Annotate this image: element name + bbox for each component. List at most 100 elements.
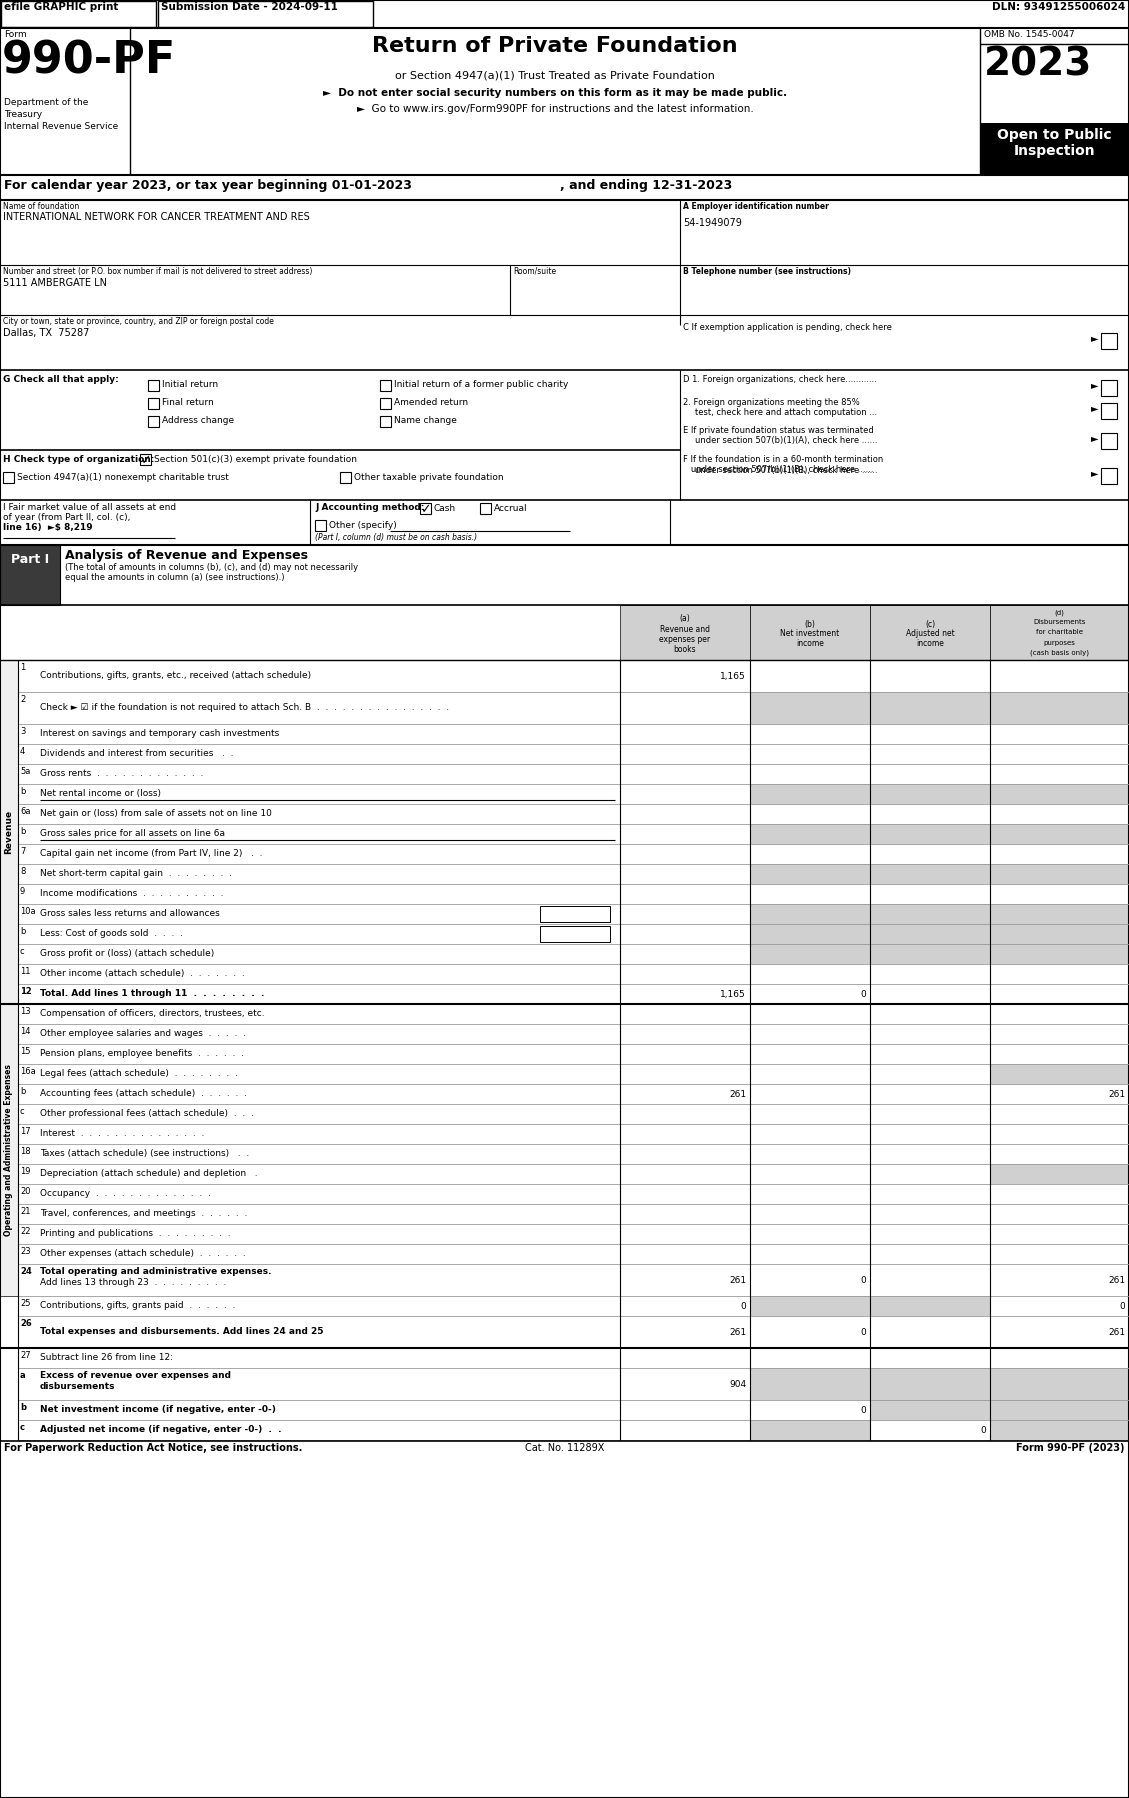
- Bar: [870, 1348, 990, 1368]
- Text: income: income: [796, 640, 824, 649]
- Bar: [1101, 333, 1117, 349]
- Bar: [870, 1316, 990, 1348]
- Bar: [980, 122, 1129, 174]
- Text: Interest on savings and temporary cash investments: Interest on savings and temporary cash i…: [40, 728, 279, 737]
- Bar: [990, 823, 1129, 843]
- Bar: [18, 984, 620, 1003]
- Text: 9: 9: [20, 886, 25, 895]
- Bar: [990, 1144, 1129, 1163]
- Text: 0: 0: [860, 1406, 866, 1415]
- Bar: [990, 1368, 1129, 1401]
- Bar: [750, 904, 870, 924]
- Text: Section 4947(a)(1) nonexempt charitable trust: Section 4947(a)(1) nonexempt charitable …: [17, 473, 229, 482]
- Bar: [540, 906, 610, 922]
- Text: ►: ►: [1091, 433, 1099, 442]
- Bar: [1101, 379, 1117, 396]
- Bar: [620, 744, 750, 764]
- Bar: [315, 520, 326, 530]
- Text: 54-1949079: 54-1949079: [683, 218, 742, 228]
- Text: Cash: Cash: [434, 503, 456, 512]
- Text: Department of the: Department of the: [5, 99, 88, 108]
- Bar: [990, 1296, 1129, 1316]
- Text: (d): (d): [1054, 610, 1065, 617]
- Text: b: b: [20, 1402, 26, 1411]
- Text: H Check type of organization:: H Check type of organization:: [3, 455, 155, 464]
- Bar: [750, 1124, 870, 1144]
- Text: Other (specify): Other (specify): [329, 521, 396, 530]
- Bar: [620, 823, 750, 843]
- Text: C If exemption application is pending, check here: C If exemption application is pending, c…: [683, 324, 892, 333]
- Text: ►  Do not enter social security numbers on this form as it may be made public.: ► Do not enter social security numbers o…: [323, 88, 787, 99]
- Bar: [870, 1104, 990, 1124]
- Text: disbursements: disbursements: [40, 1383, 115, 1392]
- Bar: [620, 1348, 750, 1368]
- Bar: [870, 784, 990, 804]
- Bar: [750, 1144, 870, 1163]
- Bar: [750, 1084, 870, 1104]
- Text: Taxes (attach schedule) (see instructions)   .  .: Taxes (attach schedule) (see instruction…: [40, 1149, 250, 1158]
- Bar: [620, 1003, 750, 1025]
- Bar: [750, 1045, 870, 1064]
- Bar: [18, 804, 620, 823]
- Text: 1,165: 1,165: [720, 991, 746, 1000]
- Bar: [0, 1003, 18, 1296]
- Bar: [620, 1224, 750, 1244]
- Text: 2023: 2023: [984, 47, 1093, 85]
- Text: 2. Foreign organizations meeting the 85%: 2. Foreign organizations meeting the 85%: [683, 397, 860, 406]
- Bar: [18, 885, 620, 904]
- Text: Interest  .  .  .  .  .  .  .  .  .  .  .  .  .  .  .: Interest . . . . . . . . . . . . . . .: [40, 1129, 204, 1138]
- Text: 11: 11: [20, 967, 30, 976]
- Bar: [620, 1316, 750, 1348]
- Bar: [620, 660, 750, 692]
- Bar: [18, 1296, 620, 1316]
- Bar: [620, 984, 750, 1003]
- Text: Open to Public
Inspection: Open to Public Inspection: [997, 128, 1112, 158]
- Bar: [990, 924, 1129, 944]
- Text: Analysis of Revenue and Expenses: Analysis of Revenue and Expenses: [65, 548, 308, 563]
- Bar: [750, 944, 870, 964]
- Text: 25: 25: [20, 1298, 30, 1307]
- Text: (a): (a): [680, 615, 690, 624]
- Bar: [18, 1104, 620, 1124]
- Bar: [620, 924, 750, 944]
- Text: (The total of amounts in columns (b), (c), and (d) may not necessarily: (The total of amounts in columns (b), (c…: [65, 563, 358, 572]
- Text: Check ► ☑ if the foundation is not required to attach Sch. B  .  .  .  .  .  .  : Check ► ☑ if the foundation is not requi…: [40, 703, 449, 712]
- Bar: [870, 944, 990, 964]
- Text: ✓: ✓: [140, 455, 150, 467]
- Text: Gross profit or (loss) (attach schedule): Gross profit or (loss) (attach schedule): [40, 949, 215, 958]
- Text: D 1. Foreign organizations, check here............: D 1. Foreign organizations, check here..…: [683, 376, 877, 385]
- Bar: [750, 660, 870, 692]
- Bar: [990, 1185, 1129, 1205]
- Bar: [750, 1003, 870, 1025]
- Bar: [870, 1205, 990, 1224]
- Text: Gross rents  .  .  .  .  .  .  .  .  .  .  .  .  .: Gross rents . . . . . . . . . . . . .: [40, 770, 203, 779]
- Bar: [620, 885, 750, 904]
- Bar: [380, 415, 391, 426]
- Text: 3: 3: [20, 726, 25, 735]
- Text: Submission Date - 2024-09-11: Submission Date - 2024-09-11: [161, 2, 338, 13]
- Bar: [750, 1104, 870, 1124]
- Text: Other professional fees (attach schedule)  .  .  .: Other professional fees (attach schedule…: [40, 1109, 254, 1118]
- Bar: [870, 1084, 990, 1104]
- Bar: [990, 865, 1129, 885]
- Text: Internal Revenue Service: Internal Revenue Service: [5, 122, 119, 131]
- Bar: [990, 784, 1129, 804]
- Text: Printing and publications  .  .  .  .  .  .  .  .  .: Printing and publications . . . . . . . …: [40, 1230, 230, 1239]
- Text: 261: 261: [1108, 1277, 1124, 1286]
- Text: Name of foundation: Name of foundation: [3, 201, 79, 210]
- Text: Name change: Name change: [394, 415, 457, 424]
- Text: c: c: [20, 1422, 25, 1431]
- Bar: [18, 1144, 620, 1163]
- Bar: [620, 904, 750, 924]
- Bar: [18, 843, 620, 865]
- Text: I Fair market value of all assets at end: I Fair market value of all assets at end: [3, 503, 176, 512]
- Text: of year (from Part II, col. (c),: of year (from Part II, col. (c),: [3, 512, 130, 521]
- Text: 261: 261: [729, 1277, 746, 1286]
- Text: Net investment income (if negative, enter -0-): Net investment income (if negative, ente…: [40, 1404, 275, 1413]
- Text: Other employee salaries and wages  .  .  .  .  .: Other employee salaries and wages . . . …: [40, 1028, 246, 1037]
- Text: Adjusted net income (if negative, enter -0-)  .  .: Adjusted net income (if negative, enter …: [40, 1426, 281, 1435]
- Bar: [620, 1144, 750, 1163]
- Bar: [750, 1264, 870, 1296]
- Bar: [750, 764, 870, 784]
- Text: 0: 0: [860, 991, 866, 1000]
